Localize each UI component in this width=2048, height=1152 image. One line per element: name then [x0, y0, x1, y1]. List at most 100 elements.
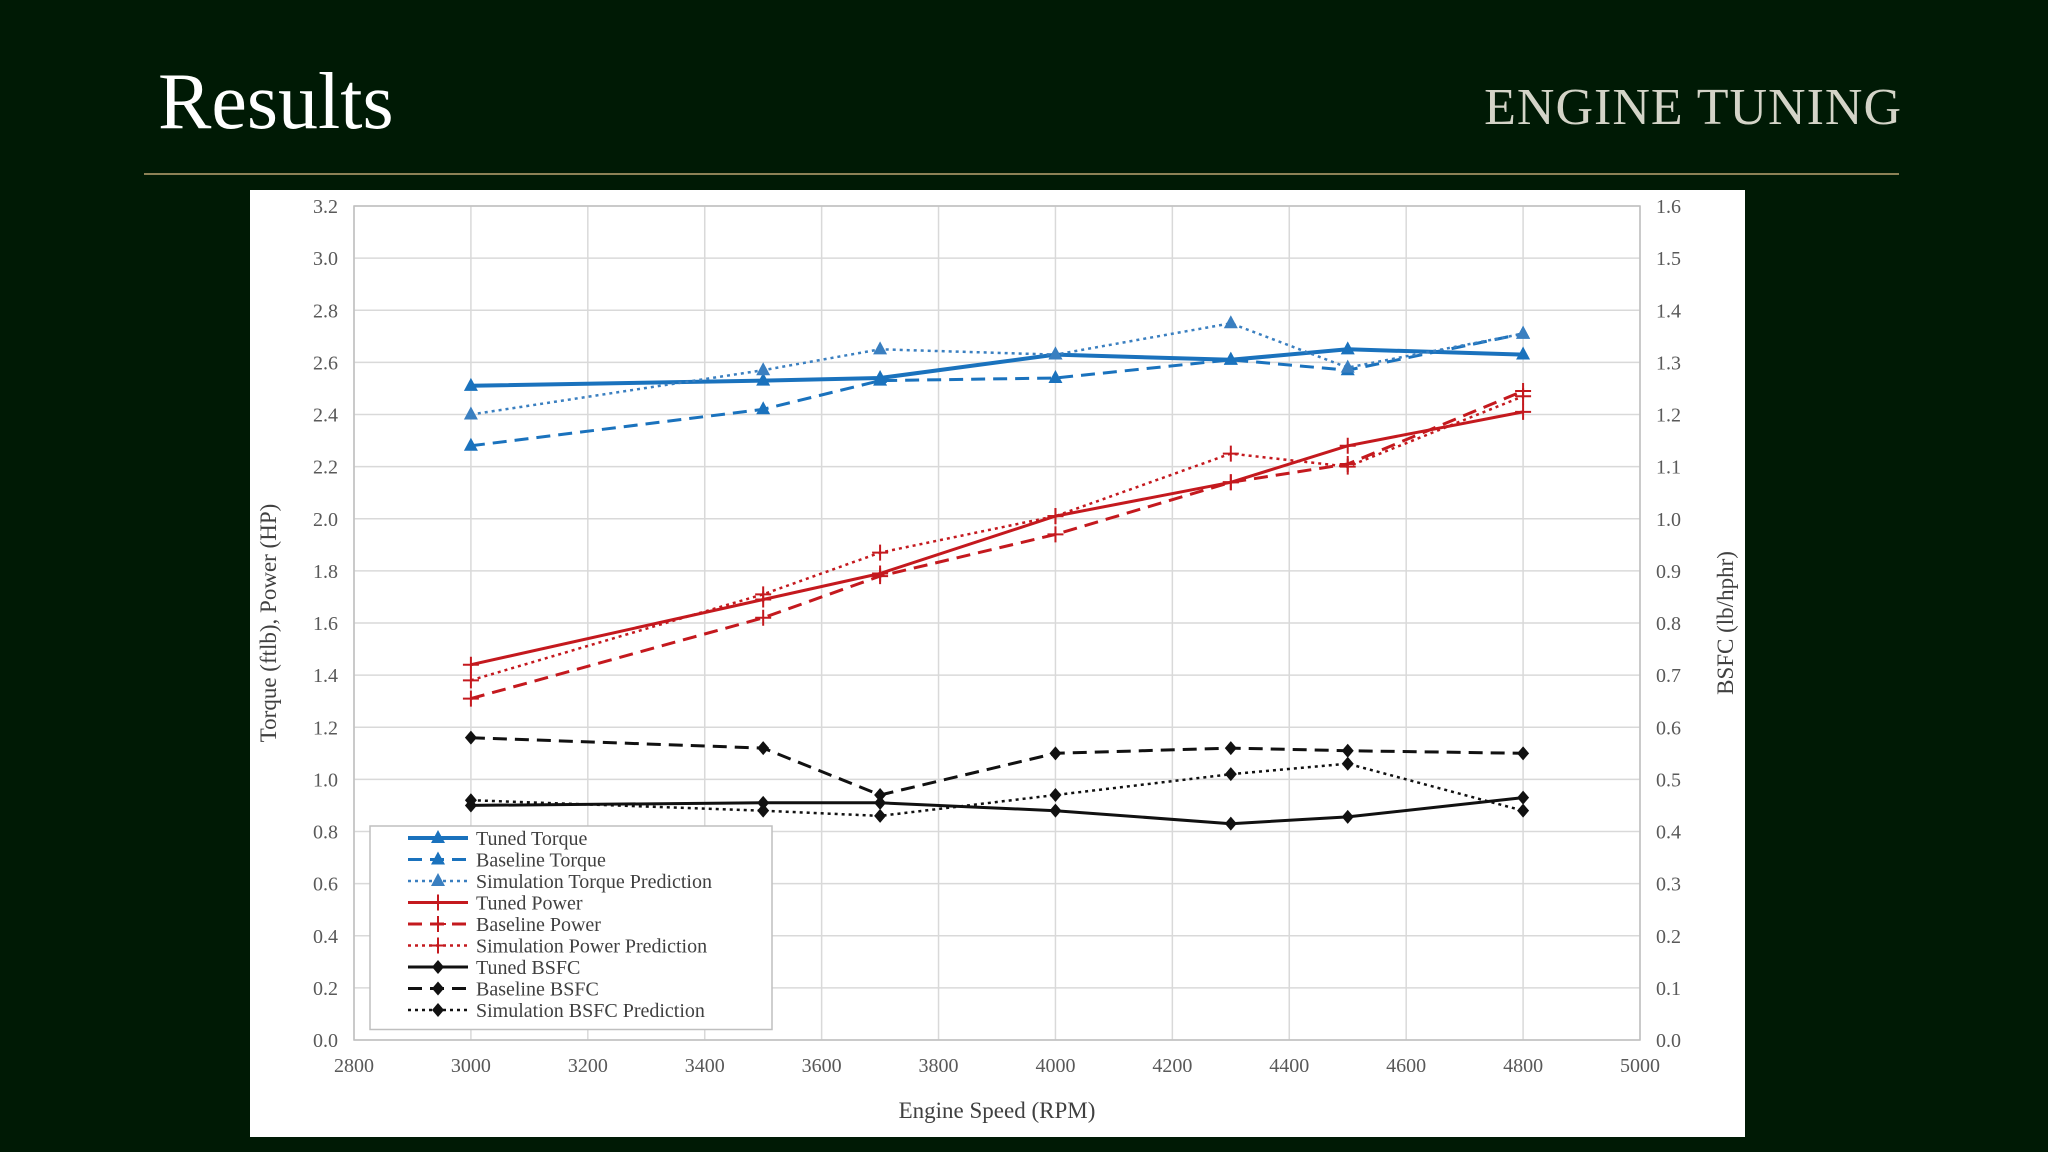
legend-label-simulation-bsfc-prediction: Simulation BSFC Prediction: [476, 1000, 705, 1022]
baseline-power-point: [872, 568, 889, 585]
simulation-torque-prediction-point: [1340, 359, 1355, 373]
x-tick-label: 3800: [919, 1055, 959, 1077]
y2-tick-label: 0.2: [1656, 926, 1681, 948]
x-tick-label: 5000: [1620, 1055, 1660, 1077]
simulation-torque-prediction-line: [470, 322, 1524, 416]
simulation-bsfc-prediction-point: [1049, 788, 1062, 803]
x-tick-label: 3400: [685, 1055, 725, 1077]
y2-tick-label: 1.0: [1656, 509, 1681, 531]
engine-tuning-chart: 2800 3000 3200 3400 3600 3800 4000 4200 4400 4600…: [256, 196, 1738, 1123]
chart-panel: 2800 3000 3200 3400 3600 3800 4000 4200 4400 4600…: [250, 190, 1745, 1137]
y-tick-label: 3.2: [313, 196, 338, 218]
legend-label-tuned-bsfc: Tuned BSFC: [476, 957, 580, 979]
simulation-bsfc-prediction-point: [1341, 756, 1354, 771]
y2-axis-title: BSFC (lb/hphr): [1713, 551, 1738, 695]
y-tick-label: 1.6: [313, 613, 338, 635]
x-tick-label: 2800: [334, 1055, 374, 1077]
y-tick-label: 2.8: [313, 300, 338, 322]
tuned-bsfc-point: [874, 795, 887, 810]
y2-tick-label: 0.7: [1656, 665, 1681, 687]
chart-labels: 2800 3000 3200 3400 3600 3800 4000 4200 4400 4600…: [256, 196, 1738, 1123]
simulation-power-prediction-point: [462, 672, 479, 689]
x-tick-label: 3200: [568, 1055, 608, 1077]
simulation-power-prediction-point: [872, 544, 889, 561]
baseline-bsfc-point: [464, 730, 477, 745]
x-axis-title: Engine Speed (RPM): [899, 1098, 1096, 1123]
tuned-torque-point: [1340, 341, 1355, 355]
baseline-power-point: [755, 609, 772, 626]
y-tick-label: 2.6: [313, 352, 338, 374]
y2-tick-label: 0.3: [1656, 874, 1681, 896]
simulation-torque-prediction-point: [756, 362, 771, 376]
y2-tick-label: 0.6: [1656, 717, 1681, 739]
y-tick-label: 1.0: [313, 769, 338, 791]
x-tick-label: 3000: [451, 1055, 491, 1077]
y2-tick-label: 1.6: [1656, 196, 1681, 218]
simulation-bsfc-prediction-point: [757, 803, 770, 818]
baseline-power-point: [1222, 474, 1239, 491]
y2-tick-label: 1.5: [1656, 248, 1681, 270]
baseline-torque-series: [463, 325, 1531, 451]
baseline-bsfc-line: [470, 736, 1524, 797]
y-tick-label: 0.0: [313, 1030, 338, 1052]
y2-tick-label: 0.5: [1656, 769, 1681, 791]
y-tick-label: 2.4: [313, 405, 338, 427]
y2-tick-label: 0.0: [1656, 1030, 1681, 1052]
x-tick-label: 4200: [1152, 1055, 1192, 1077]
tuned-bsfc-point: [1341, 809, 1354, 824]
y-tick-label: 2.0: [313, 509, 338, 531]
y2-tick-label: 0.4: [1656, 822, 1681, 844]
legend-marker-simulation-torque-prediction: [431, 873, 445, 886]
simulation-bsfc-prediction-point: [1224, 767, 1237, 782]
simulation-power-prediction-point: [1222, 445, 1239, 462]
simulation-torque-prediction-point: [1048, 346, 1063, 360]
tuned-power-line: [470, 410, 1524, 667]
baseline-power-line: [470, 389, 1524, 701]
y2-tick-label: 1.1: [1656, 457, 1681, 479]
tuned-power-series: [462, 403, 1532, 673]
simulation-torque-prediction-point: [463, 406, 478, 420]
simulation-bsfc-prediction-series: [464, 756, 1530, 823]
y2-tick-label: 0.9: [1656, 561, 1681, 583]
y-tick-label: 1.8: [313, 561, 338, 583]
simulation-torque-prediction-point: [1516, 325, 1531, 339]
chart-axes: [353, 205, 1641, 1041]
y2-tick-label: 0.1: [1656, 978, 1681, 1000]
baseline-power-point: [1047, 526, 1064, 543]
y-axis-title: Torque (ftlb), Power (HP): [256, 504, 281, 743]
baseline-torque-point: [756, 401, 771, 415]
simulation-torque-prediction-point: [1223, 315, 1238, 329]
y-tick-label: 3.0: [313, 248, 338, 270]
legend-marker-tuned-torque: [431, 830, 445, 843]
legend-label-tuned-power: Tuned Power: [476, 893, 583, 915]
x-tick-label: 4800: [1503, 1055, 1543, 1077]
y-tick-label: 2.2: [313, 457, 338, 479]
simulation-power-prediction-point: [1515, 388, 1532, 405]
baseline-bsfc-series: [464, 730, 1530, 803]
simulation-torque-prediction-point: [873, 341, 888, 355]
tuned-bsfc-series: [464, 790, 1530, 831]
tuned-torque-point: [463, 377, 478, 391]
baseline-bsfc-point: [1341, 743, 1354, 758]
legend-label-baseline-power: Baseline Power: [476, 914, 601, 936]
x-tick-label: 4600: [1386, 1055, 1426, 1077]
y-tick-label: 1.2: [313, 717, 338, 739]
y2-tick-label: 1.3: [1656, 352, 1681, 374]
legend-label-baseline-bsfc: Baseline BSFC: [476, 979, 599, 1001]
simulation-power-prediction-point: [755, 586, 772, 603]
y-tick-label: 0.2: [313, 978, 338, 1000]
y2-tick-label: 0.8: [1656, 613, 1681, 635]
tuned-power-point: [1339, 437, 1356, 454]
tuned-bsfc-point: [757, 795, 770, 810]
legend-marker-simulation-power-prediction: [430, 937, 446, 954]
baseline-power-series: [462, 383, 1532, 707]
legend-marker-baseline-torque: [431, 851, 445, 865]
y2-tick-label: 1.4: [1656, 300, 1681, 322]
legend-marker-simulation-bsfc-prediction: [432, 1003, 444, 1017]
legend-marker-tuned-power: [430, 894, 446, 911]
baseline-torque-point: [873, 372, 888, 386]
simulation-torque-prediction-series: [463, 315, 1531, 420]
baseline-power-point: [462, 690, 479, 707]
simulation-bsfc-prediction-point: [1517, 803, 1530, 818]
